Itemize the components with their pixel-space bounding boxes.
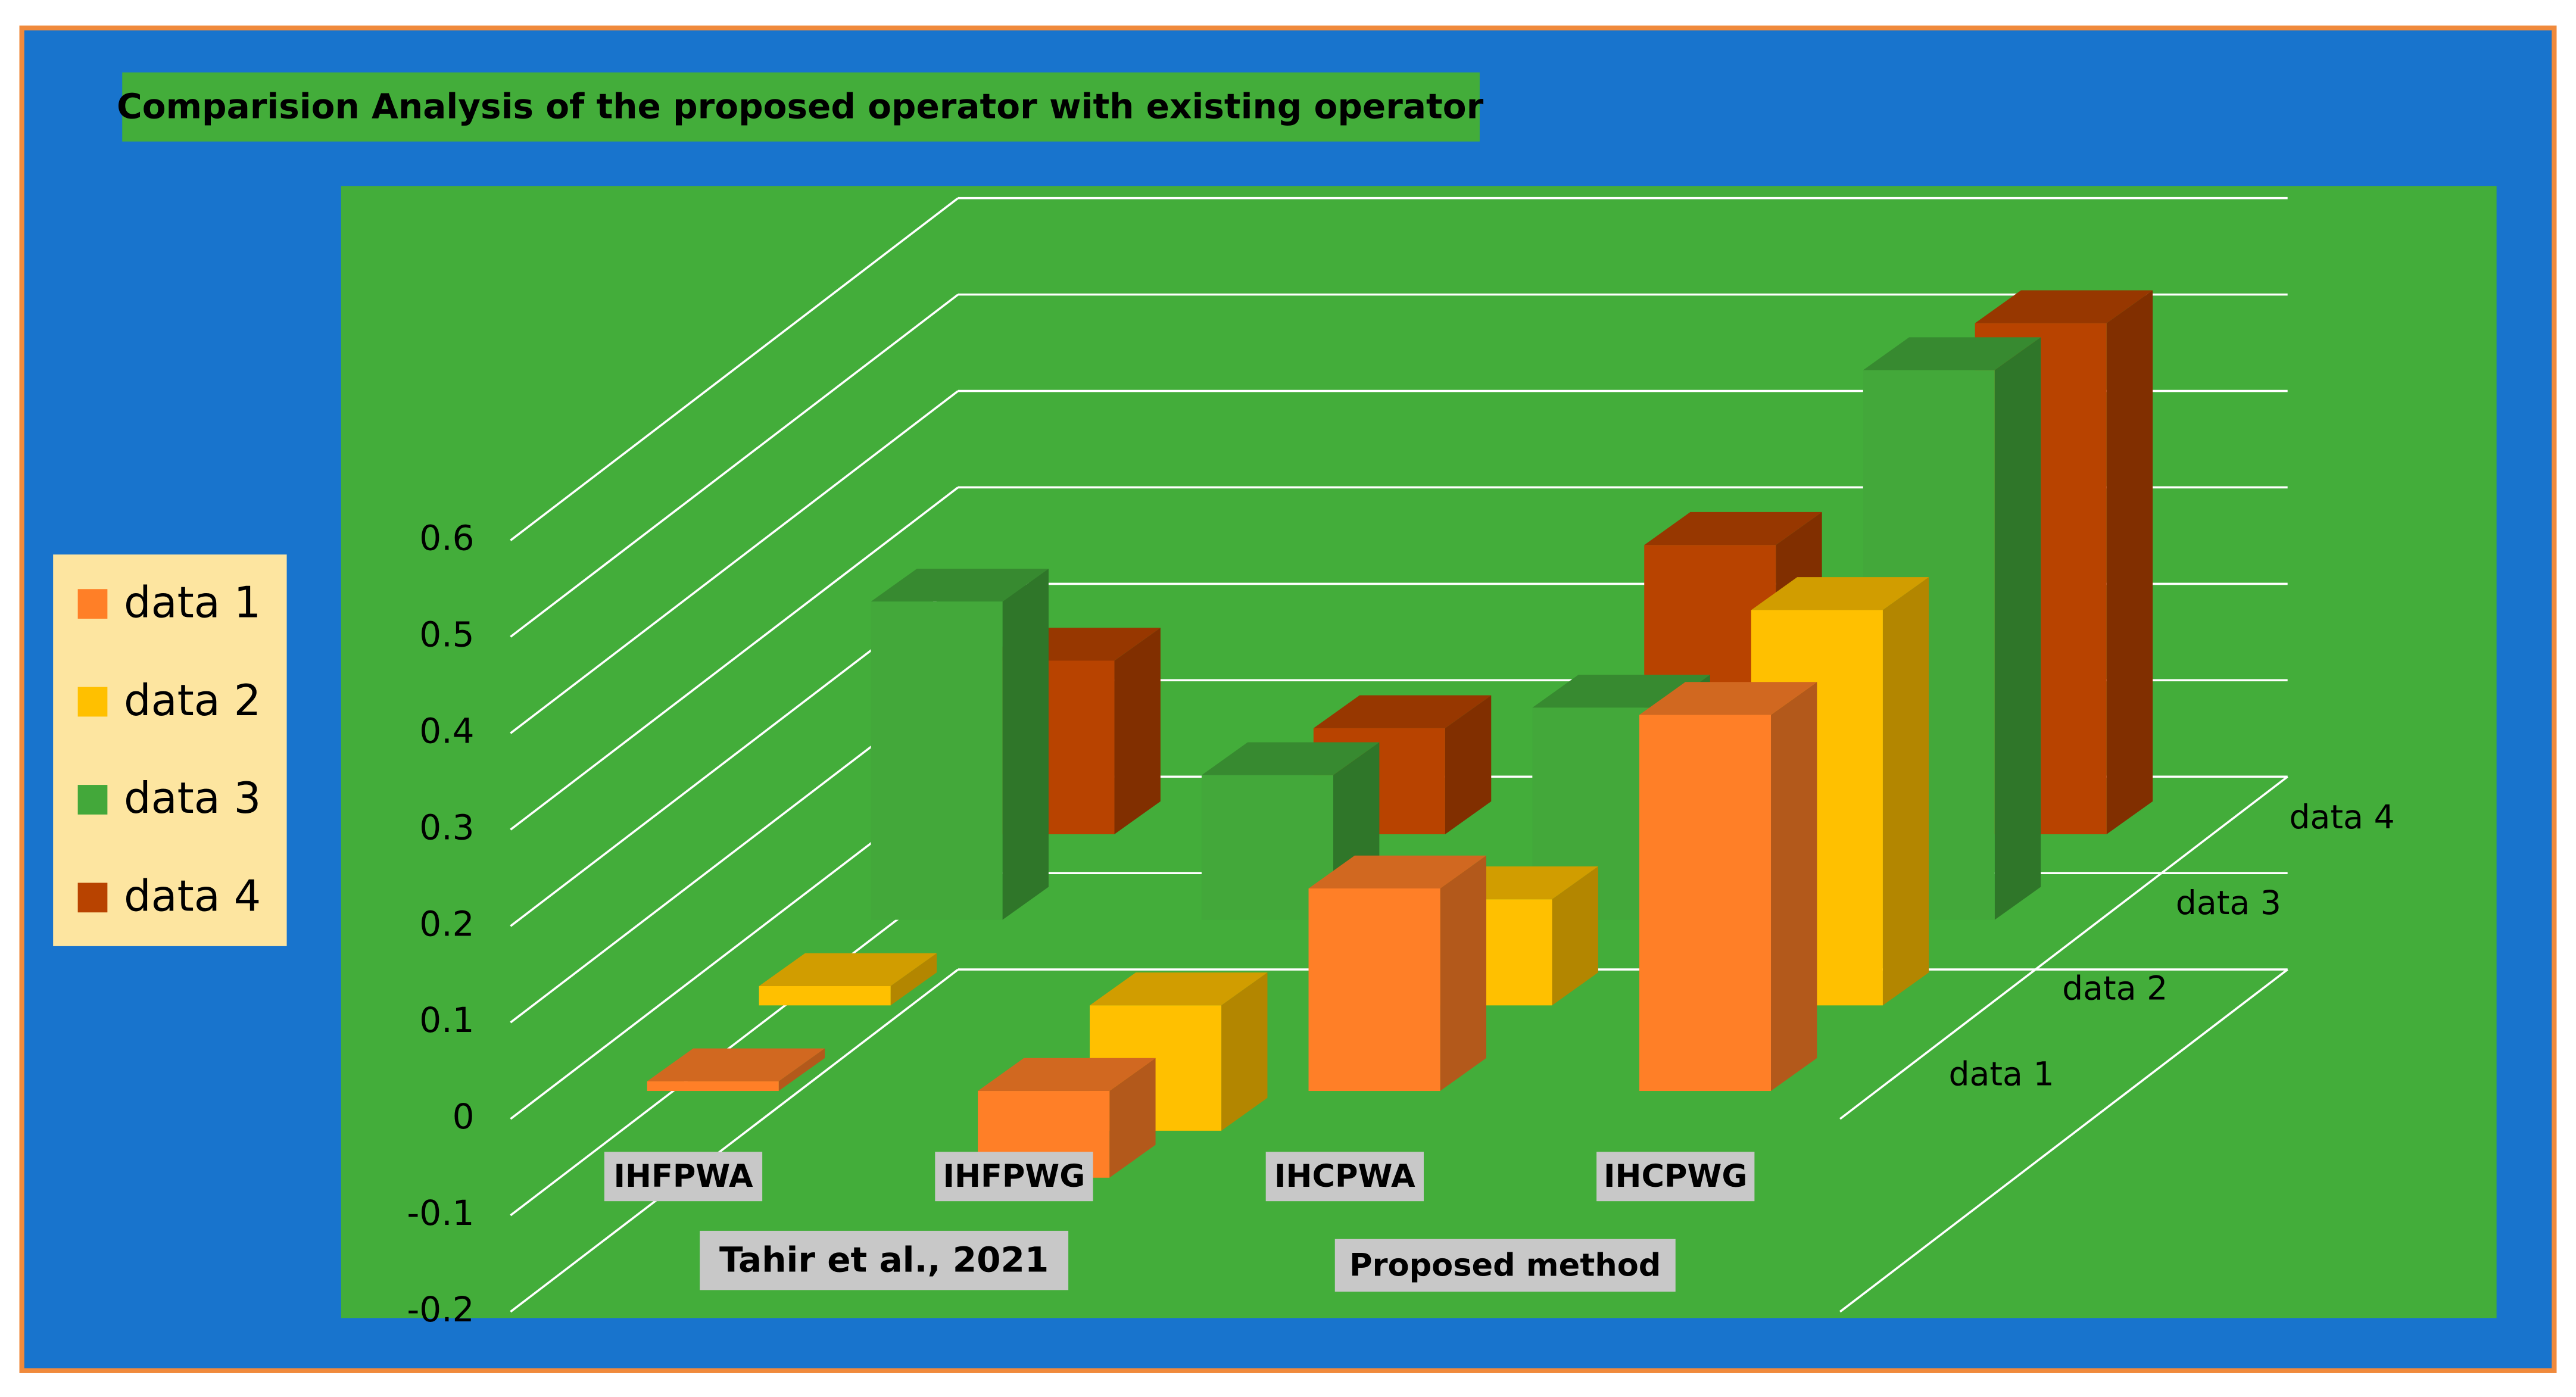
x-tick-label: IHFPWA xyxy=(614,1158,753,1195)
bar-top xyxy=(1863,337,2041,370)
bar-side xyxy=(1552,866,1598,1006)
x-tick-label: IHFPWG xyxy=(943,1158,1086,1195)
bar-top xyxy=(1751,577,1929,610)
legend-label: data 2 xyxy=(124,675,261,725)
legend-label: data 3 xyxy=(124,773,261,823)
floor-edge xyxy=(1839,775,2288,1120)
annotation-box xyxy=(1334,1239,1676,1292)
category-label-box xyxy=(1596,1152,1755,1202)
depth-label: data 2 xyxy=(2062,970,2168,1008)
bar-top xyxy=(1639,682,1817,715)
bar-side xyxy=(890,953,937,1006)
bar-top xyxy=(1308,855,1486,888)
legend-swatch xyxy=(77,883,108,913)
bar-side xyxy=(1445,695,1492,834)
bar-side xyxy=(1771,682,1817,1092)
bar-side xyxy=(1114,628,1161,834)
annotation: Proposed method xyxy=(1349,1247,1661,1283)
grid-line xyxy=(510,197,959,541)
bar-side xyxy=(2106,290,2153,834)
bar-top xyxy=(759,953,937,986)
bar-top xyxy=(1090,972,1268,1006)
bar-top xyxy=(871,569,1049,602)
y-tick-label: 0.5 xyxy=(419,614,474,654)
legend-label: data 4 xyxy=(124,871,261,921)
legend-swatch xyxy=(77,687,108,717)
floor-edge xyxy=(1839,968,2288,1313)
bar xyxy=(1639,715,1772,1092)
legend-swatch xyxy=(77,589,108,619)
bar xyxy=(759,986,891,1006)
bar-side xyxy=(1109,1058,1156,1178)
bar-top xyxy=(1313,695,1492,728)
chart-title: Comparision Analysis of the proposed ope… xyxy=(117,86,1483,126)
bar-top xyxy=(1975,290,2153,323)
y-tick-label: 0.3 xyxy=(419,807,474,847)
depth-label: data 1 xyxy=(1948,1055,2054,1093)
y-tick-label: 0.4 xyxy=(419,710,474,751)
bar-side xyxy=(1440,855,1486,1092)
bar-top xyxy=(647,1048,825,1081)
bar-side xyxy=(1221,972,1268,1131)
category-label-box xyxy=(1265,1152,1424,1202)
bar xyxy=(871,601,1003,920)
y-tick-label: 0.1 xyxy=(419,1000,474,1040)
depth-label: data 3 xyxy=(2176,884,2281,922)
bar-side xyxy=(1882,577,1929,1006)
bar-top xyxy=(1201,742,1380,775)
y-tick-label: 0.6 xyxy=(419,518,474,559)
x-tick-label: IHCPWG xyxy=(1604,1158,1747,1195)
annotation: Tahir et al., 2021 xyxy=(719,1240,1049,1280)
bar-top xyxy=(1644,512,1822,545)
bar-side xyxy=(1994,337,2041,920)
legend-swatch xyxy=(77,785,108,815)
annotation-box xyxy=(700,1230,1069,1290)
bar xyxy=(1308,888,1440,1092)
y-tick-label: -0.1 xyxy=(407,1193,474,1233)
y-tick-label: -0.2 xyxy=(407,1289,474,1330)
grid-line xyxy=(510,390,959,734)
legend xyxy=(53,554,287,946)
bar-top xyxy=(978,1058,1156,1092)
depth-label: data 4 xyxy=(2289,799,2394,837)
bar-side xyxy=(1002,569,1049,920)
grid-line xyxy=(510,487,959,831)
y-tick-label: 0.2 xyxy=(419,903,474,944)
grid-line xyxy=(510,294,959,638)
legend-label: data 1 xyxy=(124,577,261,627)
bar-side xyxy=(778,1048,825,1092)
title-box xyxy=(122,72,1480,142)
grid-line xyxy=(510,968,959,1313)
grid-line xyxy=(510,872,959,1217)
bar xyxy=(647,1081,779,1092)
category-label-box xyxy=(935,1152,1093,1202)
category-label-box xyxy=(604,1152,763,1202)
y-tick-label: 0 xyxy=(453,1096,475,1137)
x-tick-label: IHCPWA xyxy=(1274,1158,1415,1195)
